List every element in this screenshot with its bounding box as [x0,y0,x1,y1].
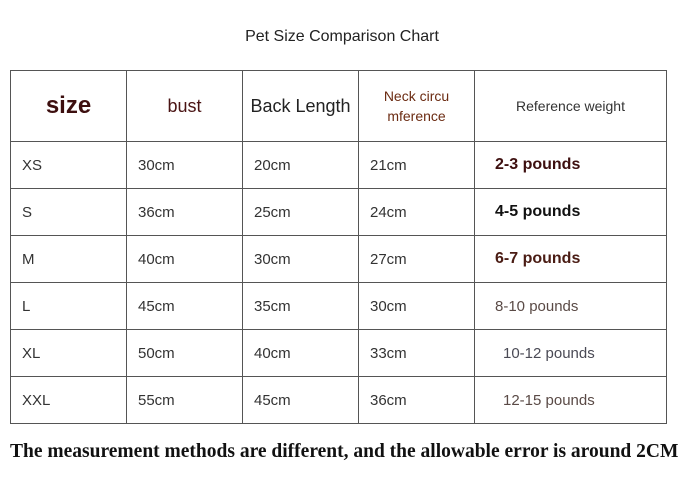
cell-size: L [10,282,127,330]
cell-back: 30cm [242,235,359,283]
cell-weight: 12-15 pounds [474,376,667,424]
cell-bust: 45cm [126,282,243,330]
cell-neck: 33cm [358,329,475,377]
header-neck-text: Neck circu mference [383,88,450,124]
cell-weight: 2-3 pounds [474,141,667,189]
cell-bust: 36cm [126,188,243,236]
header-back-length: Back Length [242,70,359,142]
cell-neck: 21cm [358,141,475,189]
header-size: size [10,70,127,142]
cell-size: XL [10,329,127,377]
header-neck: Neck circu mference [358,70,475,142]
cell-back: 20cm [242,141,359,189]
cell-size: S [10,188,127,236]
cell-size: XXL [10,376,127,424]
table-row: L 45cm 35cm 30cm 8-10 pounds [10,282,667,330]
cell-neck: 30cm [358,282,475,330]
cell-back: 25cm [242,188,359,236]
size-table: size bust Back Length Neck circu mferenc… [10,70,667,424]
cell-size: M [10,235,127,283]
cell-weight: 10-12 pounds [474,329,667,377]
cell-size: XS [10,141,127,189]
table-row: S 36cm 25cm 24cm 4-5 pounds [10,188,667,236]
header-bust: bust [126,70,243,142]
cell-bust: 40cm [126,235,243,283]
table-row: M 40cm 30cm 27cm 6-7 pounds [10,235,667,283]
chart-title: Pet Size Comparison Chart [245,28,439,45]
cell-back: 45cm [242,376,359,424]
cell-neck: 24cm [358,188,475,236]
cell-neck: 27cm [358,235,475,283]
header-reference-weight: Reference weight [474,70,667,142]
cell-neck: 36cm [358,376,475,424]
header-row: size bust Back Length Neck circu mferenc… [10,70,667,142]
cell-bust: 50cm [126,329,243,377]
cell-weight: 4-5 pounds [474,188,667,236]
cell-weight: 6-7 pounds [474,235,667,283]
table-row: XXL 55cm 45cm 36cm 12-15 pounds [10,376,667,424]
cell-bust: 30cm [126,141,243,189]
cell-bust: 55cm [126,376,243,424]
table-row: XS 30cm 20cm 21cm 2-3 pounds [10,141,667,189]
cell-back: 40cm [242,329,359,377]
table-row: XL 50cm 40cm 33cm 10-12 pounds [10,329,667,377]
footer-note: The measurement methods are different, a… [10,441,679,462]
cell-back: 35cm [242,282,359,330]
cell-weight: 8-10 pounds [474,282,667,330]
